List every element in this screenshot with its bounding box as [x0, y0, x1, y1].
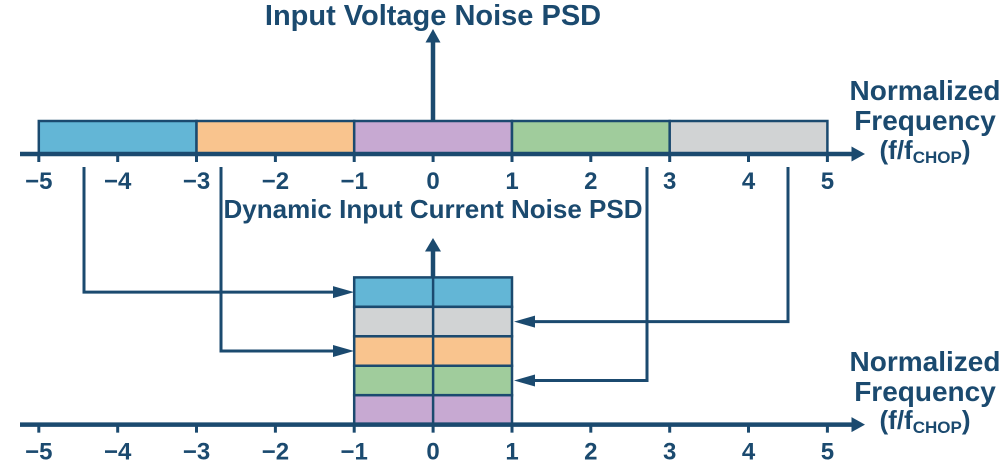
- svg-text:4: 4: [742, 168, 756, 195]
- svg-text:2: 2: [584, 168, 597, 195]
- svg-text:−4: −4: [104, 168, 132, 195]
- svg-text:Frequency: Frequency: [854, 105, 996, 136]
- svg-text:Normalized: Normalized: [850, 346, 1001, 377]
- svg-text:−5: −5: [25, 439, 52, 465]
- svg-text:−5: −5: [25, 168, 52, 195]
- svg-text:3: 3: [663, 439, 676, 465]
- svg-text:1: 1: [505, 168, 518, 195]
- svg-text:Normalized: Normalized: [850, 75, 1001, 106]
- svg-text:5: 5: [821, 168, 834, 195]
- svg-text:−4: −4: [104, 439, 132, 465]
- svg-text:−1: −1: [341, 168, 368, 195]
- svg-text:0: 0: [426, 439, 439, 465]
- svg-text:0: 0: [426, 168, 439, 195]
- svg-text:Dynamic Input Current Noise PS: Dynamic Input Current Noise PSD: [224, 194, 643, 224]
- svg-text:−2: −2: [262, 168, 289, 195]
- svg-text:Input Voltage Noise PSD: Input Voltage Noise PSD: [265, 0, 601, 32]
- svg-text:3: 3: [663, 168, 676, 195]
- svg-text:Frequency: Frequency: [854, 376, 996, 407]
- svg-text:−3: −3: [183, 168, 210, 195]
- svg-text:4: 4: [742, 439, 756, 465]
- svg-text:5: 5: [821, 439, 834, 465]
- svg-text:−3: −3: [183, 439, 210, 465]
- svg-text:−1: −1: [341, 439, 368, 465]
- svg-text:2: 2: [584, 439, 597, 465]
- svg-text:−2: −2: [262, 439, 289, 465]
- svg-text:1: 1: [505, 439, 518, 465]
